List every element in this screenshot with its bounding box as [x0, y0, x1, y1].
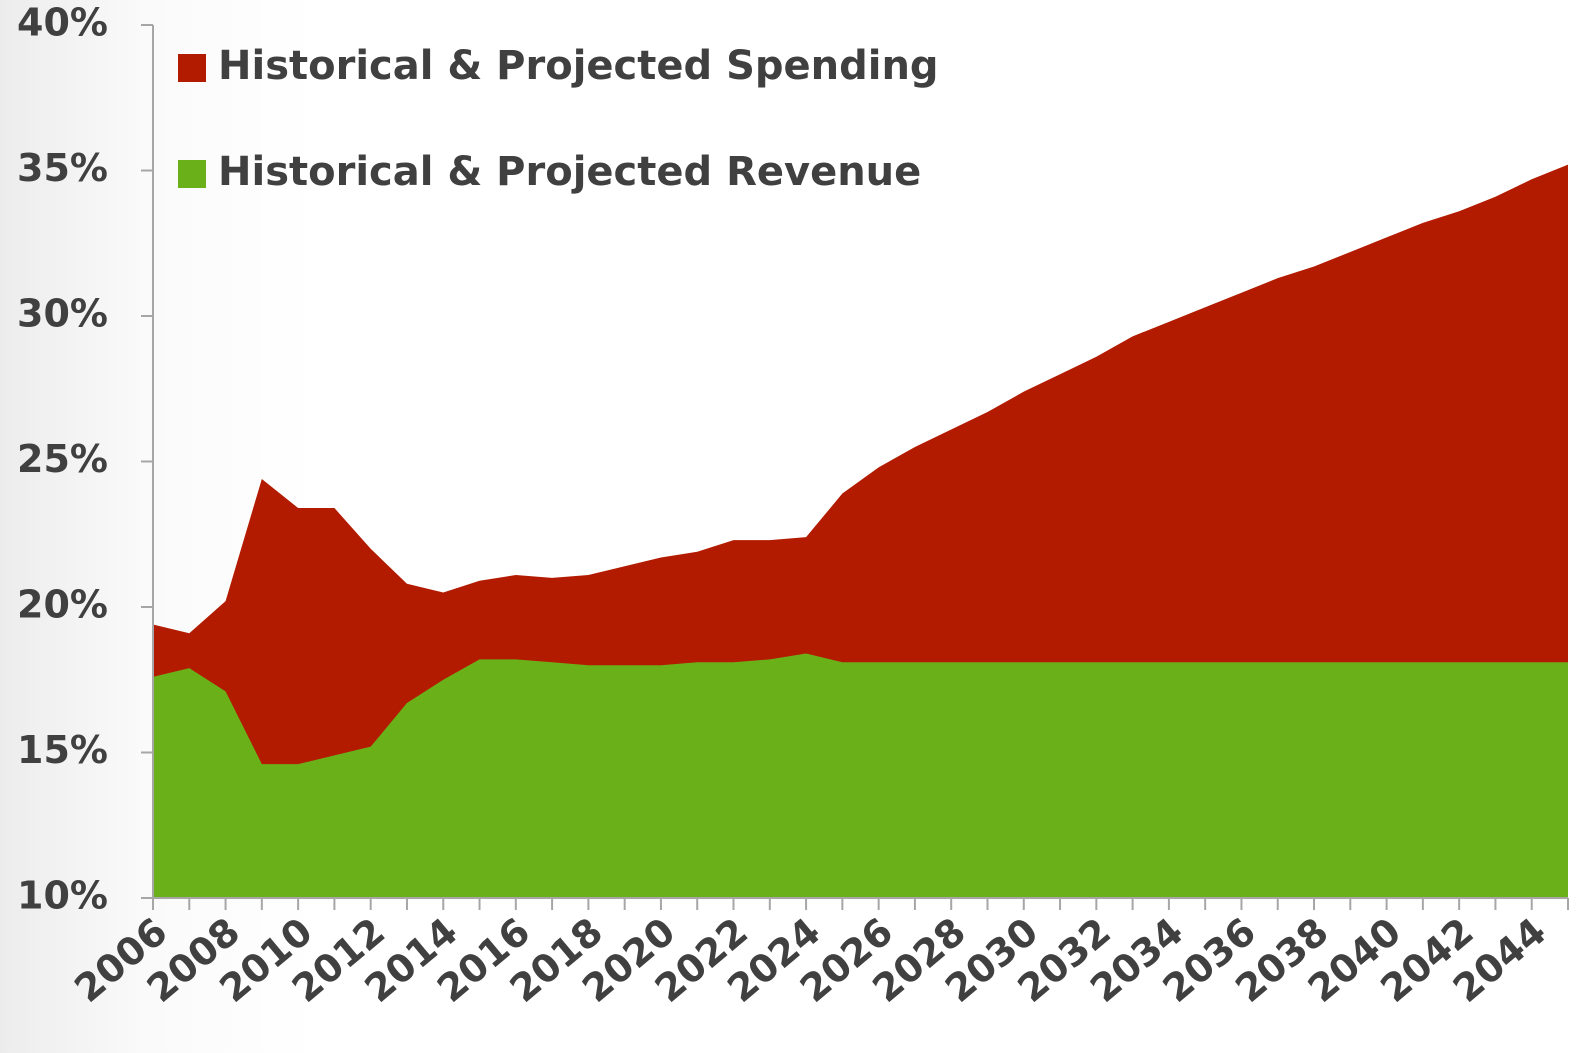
legend-swatch: [178, 54, 206, 82]
legend-label: Historical & Projected Revenue: [218, 149, 921, 195]
y-tick-label: 25%: [17, 437, 108, 481]
y-tick-label: 20%: [17, 583, 108, 627]
y-tick-label: 35%: [17, 146, 108, 190]
y-tick-label: 30%: [17, 292, 108, 336]
y-tick-label: 10%: [17, 874, 108, 918]
y-tick-label: 40%: [17, 1, 108, 45]
legend-label: Historical & Projected Spending: [218, 43, 939, 89]
y-tick-label: 15%: [17, 728, 108, 772]
area: [153, 653, 1568, 898]
legend-swatch: [178, 160, 206, 188]
